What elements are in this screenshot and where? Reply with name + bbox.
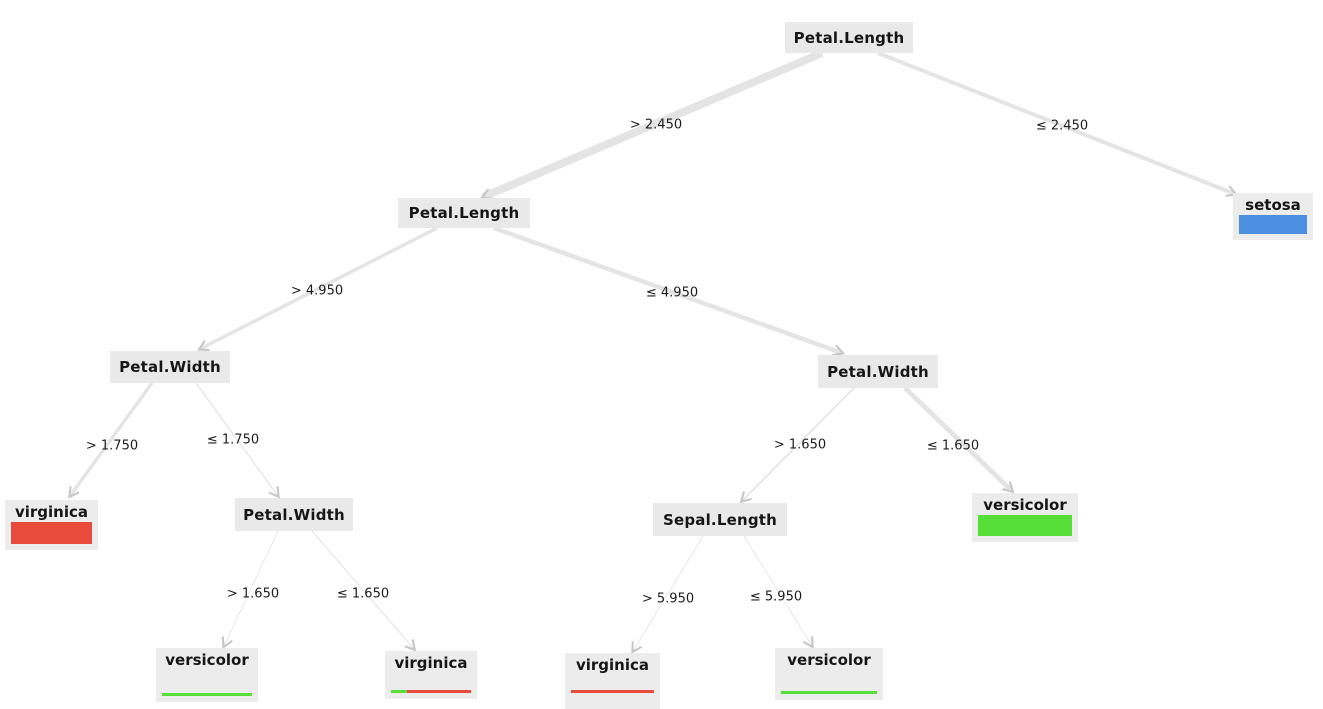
edge-root-to-petal-length-2 — [479, 49, 824, 201]
split-node-sepal-length[interactable]: Sepal.Length — [653, 503, 787, 536]
leaf-node-setosa[interactable]: setosa — [1233, 193, 1313, 240]
edge-label-le-1650-l: ≤ 1.650 — [336, 586, 390, 602]
leaf-label: versicolor — [787, 651, 871, 669]
leaf-label: virginica — [394, 654, 468, 672]
split-node-petal-width-left[interactable]: Petal.Width — [110, 351, 230, 383]
edge-root-to-setosa — [877, 51, 1239, 197]
split-node-petal-length-2[interactable]: Petal.Length — [398, 198, 530, 228]
edge-label-gt-4950: > 4.950 — [290, 283, 344, 299]
edge-label-gt-2450: > 2.450 — [629, 117, 683, 133]
split-node-petal-width-mid[interactable]: Petal.Width — [235, 498, 353, 531]
leaf-label: setosa — [1245, 196, 1301, 214]
class-bar-segment — [978, 514, 1072, 536]
class-bar-segment — [1239, 214, 1307, 234]
leaf-label: versicolor — [165, 651, 249, 669]
class-bar-segment — [162, 693, 252, 696]
leaf-node-virginica-bottom[interactable]: virginica — [385, 651, 477, 699]
class-bar-segment — [571, 690, 654, 693]
edge-label-gt-1650-r: > 1.650 — [773, 437, 827, 453]
edge-pwl-to-virginica-left — [68, 381, 154, 499]
leaf-class-bar — [391, 690, 471, 693]
leaf-class-bar — [11, 522, 92, 544]
split-node-label: Petal.Width — [243, 505, 345, 524]
leaf-label: virginica — [14, 503, 89, 521]
leaf-label: versicolor — [983, 496, 1067, 514]
edge-label-le-1750: ≤ 1.750 — [206, 432, 260, 448]
split-node-label: Petal.Width — [119, 358, 221, 376]
leaf-node-virginica-bottom-mid[interactable]: virginica — [565, 653, 660, 709]
class-bar-segment — [407, 690, 471, 693]
class-bar-segment — [11, 522, 92, 544]
leaf-class-bar — [162, 693, 252, 696]
edge-label-le-2450: ≤ 2.450 — [1035, 118, 1089, 134]
edge-label-le-1650-r: ≤ 1.650 — [926, 438, 980, 454]
edge-sl-to-virginica-bottom-mid — [631, 535, 704, 654]
split-node-root[interactable]: Petal.Length — [785, 22, 913, 53]
edge-pl2-to-petal-width-right — [493, 225, 846, 357]
edge-label-gt-5950: > 5.950 — [641, 591, 695, 607]
edge-label-gt-1650-l: > 1.650 — [226, 586, 280, 602]
edge-pwr-to-versicolor-right — [903, 386, 1015, 494]
edge-pl2-to-petal-width-left — [197, 226, 438, 352]
split-node-petal-width-right[interactable]: Petal.Width — [818, 355, 938, 388]
edge-pwm-to-virginica-bottom — [311, 530, 417, 652]
leaf-class-bar — [1239, 214, 1307, 234]
split-node-label: Petal.Length — [408, 204, 520, 222]
leaf-node-versicolor-bottom-right[interactable]: versicolor — [775, 648, 883, 700]
leaf-node-virginica-left[interactable]: virginica — [5, 500, 98, 550]
edge-sl-to-versicolor-bottom-right — [743, 535, 814, 649]
leaf-node-versicolor-right[interactable]: versicolor — [972, 493, 1078, 542]
split-node-label: Petal.Length — [793, 28, 905, 47]
split-node-label: Petal.Width — [827, 362, 929, 381]
edge-label-gt-1750: > 1.750 — [85, 438, 139, 454]
leaf-class-bar — [781, 691, 877, 694]
leaf-node-versicolor-bottom-left[interactable]: versicolor — [156, 648, 258, 702]
edge-pwm-to-versicolor-bottom-left — [221, 530, 279, 649]
split-node-label: Sepal.Length — [662, 510, 778, 529]
edge-pwr-to-sepal-length — [739, 387, 855, 504]
class-bar-segment — [781, 691, 877, 694]
leaf-label: virginica — [575, 656, 650, 674]
class-bar-segment — [391, 690, 407, 693]
edge-label-le-5950: ≤ 5.950 — [749, 589, 803, 605]
edge-pwl-to-petal-width-mid — [195, 382, 280, 499]
edge-label-le-4950: ≤ 4.950 — [645, 285, 699, 301]
leaf-class-bar — [978, 514, 1072, 536]
leaf-class-bar — [571, 690, 654, 693]
